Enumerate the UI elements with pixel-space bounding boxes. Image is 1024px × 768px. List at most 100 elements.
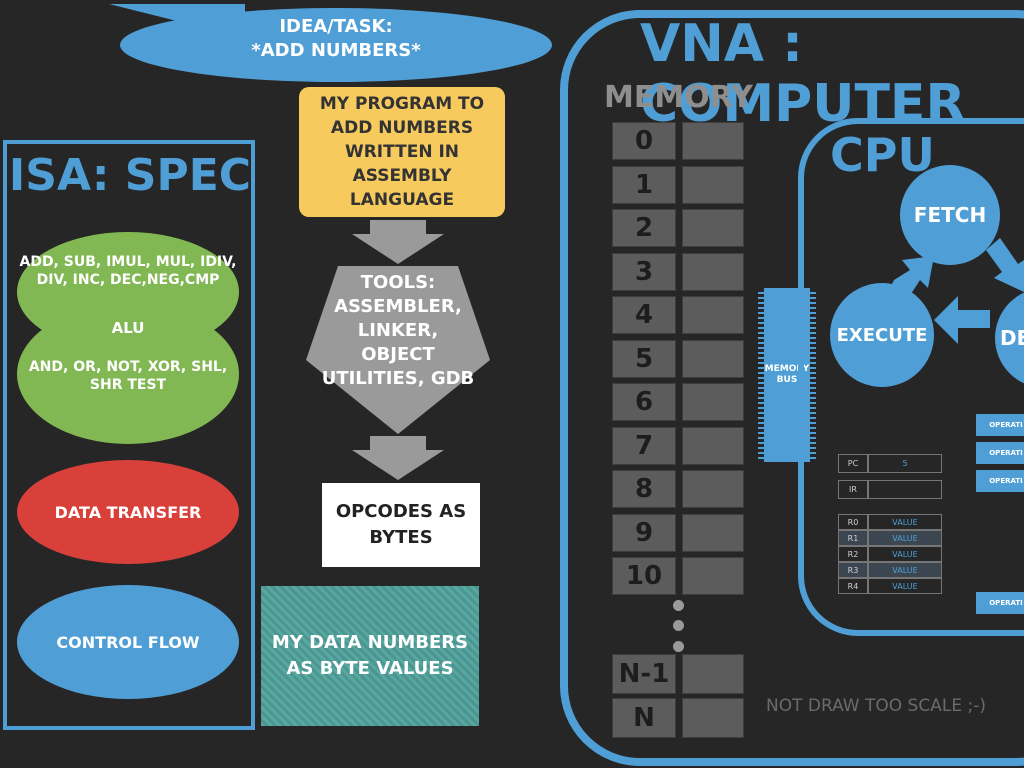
register-value: VALUE: [868, 578, 942, 594]
memory-address: 8: [612, 470, 676, 508]
register-name: R0: [838, 514, 868, 530]
memory-address: 3: [612, 252, 676, 291]
vna-computer-frame: [560, 10, 1024, 766]
ir-label: IR: [838, 480, 868, 499]
bus-pin: [810, 292, 816, 294]
ellipsis-dot: [673, 620, 684, 631]
register-row: R3 VALUE: [838, 562, 942, 578]
bus-pin: [810, 452, 816, 454]
bus-pin: [758, 342, 764, 344]
register-row: R1 VALUE: [838, 530, 942, 546]
memory-row: 3: [612, 252, 744, 291]
memory-row: N-1: [612, 654, 744, 694]
memory-row: 7: [612, 426, 744, 465]
down-arrow-1: [352, 220, 444, 264]
data-transfer-label: DATA TRANSFER: [54, 502, 202, 522]
pc-label: PC: [838, 454, 868, 473]
pc-value: 5: [868, 454, 942, 473]
down-arrow-2: [352, 436, 444, 480]
scale-note: NOT DRAW TOO SCALE ;-): [766, 696, 986, 716]
memory-cell: [682, 122, 744, 160]
memory-address: 10: [612, 557, 676, 595]
memory-address: 0: [612, 122, 676, 160]
bus-pin: [810, 377, 816, 379]
bus-pin: [758, 367, 764, 369]
register-row: R2 VALUE: [838, 546, 942, 562]
memory-row: 6: [612, 383, 744, 421]
bus-pin: [810, 297, 816, 299]
bus-pin: [810, 382, 816, 384]
register-value: VALUE: [868, 514, 942, 530]
bus-pin: [810, 337, 816, 339]
operation-box: OPERATI: [976, 470, 1024, 492]
memory-address: N: [612, 698, 676, 738]
control-flow-ellipse: CONTROL FLOW: [17, 585, 239, 699]
bus-pin: [758, 362, 764, 364]
memory-cell: [682, 557, 744, 595]
memory-address: 6: [612, 383, 676, 421]
bus-pin: [810, 367, 816, 369]
memory-address: 2: [612, 209, 676, 247]
bus-pin: [758, 402, 764, 404]
bus-pin: [758, 417, 764, 419]
bus-pin: [810, 322, 816, 324]
operation-label: OPERATI: [989, 477, 1023, 485]
idea-bubble-text: IDEA/TASK: *ADD NUMBERS*: [120, 8, 552, 70]
bus-pin: [810, 422, 816, 424]
bus-pin: [810, 442, 816, 444]
bus-pin: [810, 362, 816, 364]
memory-row: N: [612, 698, 744, 738]
fetch-label: FETCH: [913, 203, 987, 227]
register-name: R2: [838, 546, 868, 562]
memory-row: 4: [612, 296, 744, 334]
memory-cell: [682, 339, 744, 378]
memory-cell: [682, 654, 744, 694]
alu-ellipse-bottom: [17, 304, 239, 444]
bus-pin: [810, 302, 816, 304]
memory-row: 9: [612, 513, 744, 552]
bus-pin: [758, 442, 764, 444]
operation-label: OPERATI: [989, 449, 1023, 457]
bus-pin: [758, 447, 764, 449]
alu-label: ALU: [111, 319, 145, 337]
memory-cell: [682, 165, 744, 204]
bus-pin: [810, 407, 816, 409]
memory-row: 0: [612, 122, 744, 160]
register-name: R4: [838, 578, 868, 594]
control-flow-label: CONTROL FLOW: [56, 632, 200, 652]
alu-logic-ops: AND, OR, NOT, XOR, SHL, SHR TEST: [28, 359, 228, 393]
opcodes-box: OPCODES AS BYTES: [322, 483, 480, 567]
operation-box: OPERATI: [976, 592, 1024, 614]
bus-pin: [758, 397, 764, 399]
bus-pin: [810, 417, 816, 419]
register-file: R0 VALUE R1 VALUE R2 VALUE R3 VALUE R4 VALUE: [838, 514, 942, 594]
memory-cell: [682, 252, 744, 291]
memory-row: 1: [612, 165, 744, 204]
memory-row: 5: [612, 339, 744, 378]
bus-pin: [758, 372, 764, 374]
memory-cell: [682, 513, 744, 552]
bus-pin: [758, 292, 764, 294]
memory-bus-label: MEMORY BUS: [764, 364, 810, 385]
idea-bubble: [120, 8, 552, 82]
memory-cell: [682, 698, 744, 738]
data-transfer-ellipse: DATA TRANSFER: [17, 460, 239, 564]
decode-label: DEC: [1000, 326, 1024, 350]
tools-text: TOOLS: ASSEMBLER, LINKER, OBJECT UTILITI…: [321, 272, 475, 389]
bus-pin: [810, 412, 816, 414]
register-value: VALUE: [868, 546, 942, 562]
bus-pin: [810, 342, 816, 344]
data-numbers-text: MY DATA NUMBERS AS BYTE VALUES: [271, 632, 469, 679]
memory-table: 0 1 2 3 4 5 6 7 8 9 10: [612, 122, 744, 595]
bus-pin: [810, 332, 816, 334]
bus-pin: [810, 317, 816, 319]
memory-address: 4: [612, 296, 676, 334]
cpu-frame: [798, 118, 1024, 636]
bus-pin: [758, 357, 764, 359]
register-value: VALUE: [868, 562, 942, 578]
memory-row: 10: [612, 557, 744, 595]
vna-title: VNA : COMPUTER: [640, 14, 966, 134]
fetch-circle: FETCH: [900, 165, 1000, 265]
bus-pin: [758, 327, 764, 329]
bus-pin: [810, 347, 816, 349]
